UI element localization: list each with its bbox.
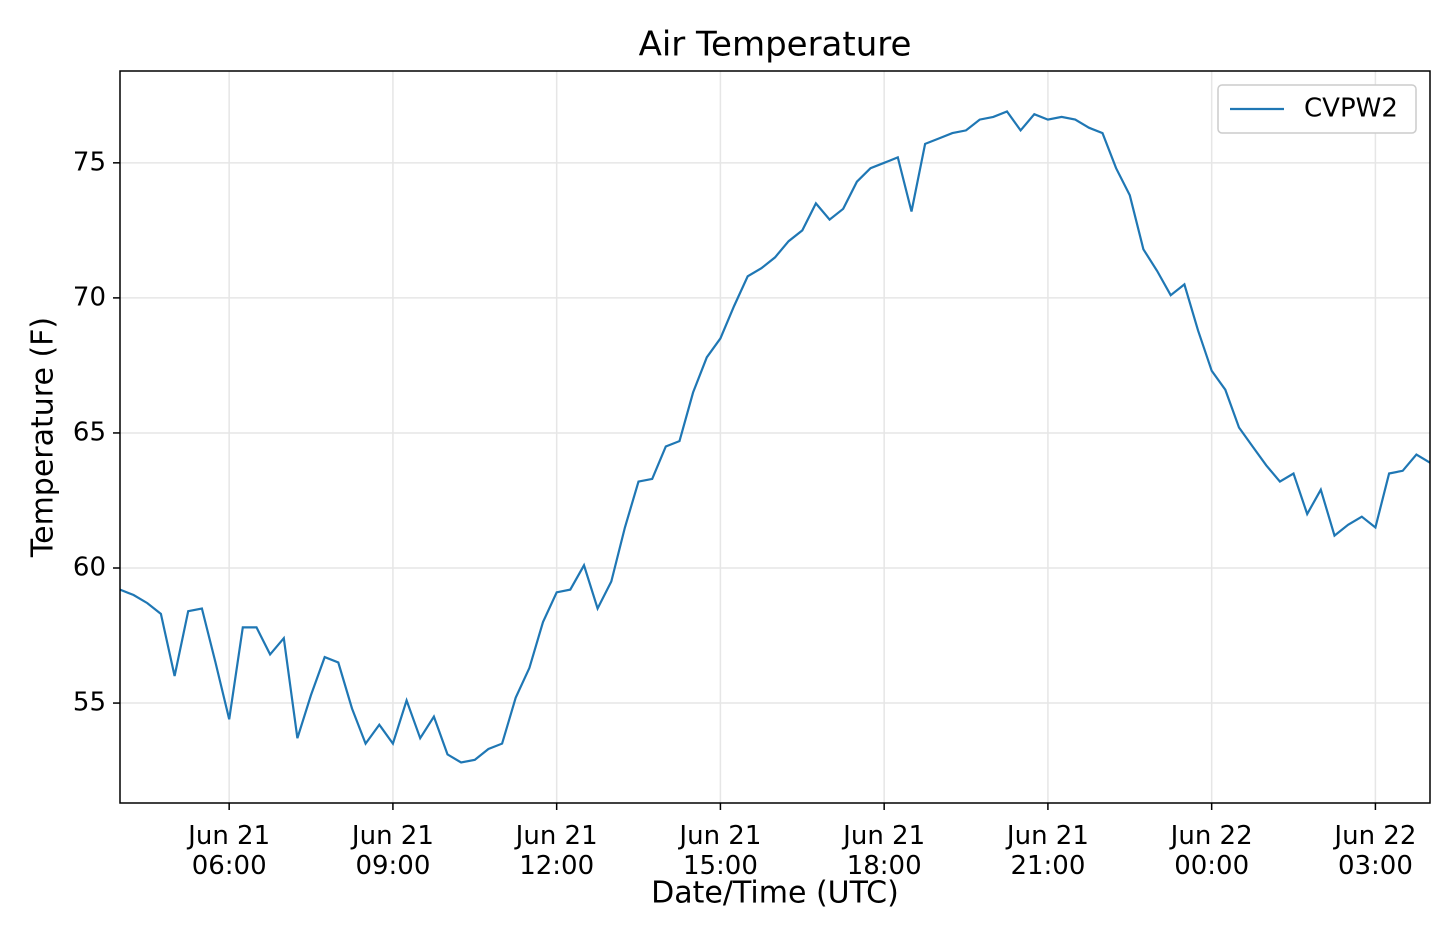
legend-label: CVPW2 — [1304, 94, 1398, 124]
x-axis-label: Date/Time (UTC) — [651, 876, 899, 911]
x-tick-label: Jun 21 09:00 — [350, 821, 434, 881]
x-tick-label: Jun 21 21:00 — [1005, 821, 1089, 881]
data-line — [119, 110, 1431, 764]
y-tick-label: 65 — [73, 417, 106, 447]
y-tick-label: 75 — [73, 147, 106, 177]
y-tick-label: 70 — [73, 282, 106, 312]
x-tick-label: Jun 21 06:00 — [186, 821, 270, 881]
x-tick-label: Jun 21 15:00 — [677, 821, 761, 881]
x-tick-label: Jun 22 03:00 — [1332, 821, 1416, 881]
chart-title: Air Temperature — [639, 25, 912, 65]
x-tick-label: Jun 22 00:00 — [1169, 821, 1253, 881]
x-tick-label: Jun 21 18:00 — [841, 821, 925, 881]
plot-frame — [119, 70, 1431, 804]
y-tick-label: 55 — [73, 688, 106, 718]
x-tick-label: Jun 21 12:00 — [514, 821, 598, 881]
legend-box — [1217, 84, 1417, 134]
y-tick-label: 60 — [73, 553, 106, 583]
y-axis-label: Temperature (F) — [26, 317, 61, 558]
